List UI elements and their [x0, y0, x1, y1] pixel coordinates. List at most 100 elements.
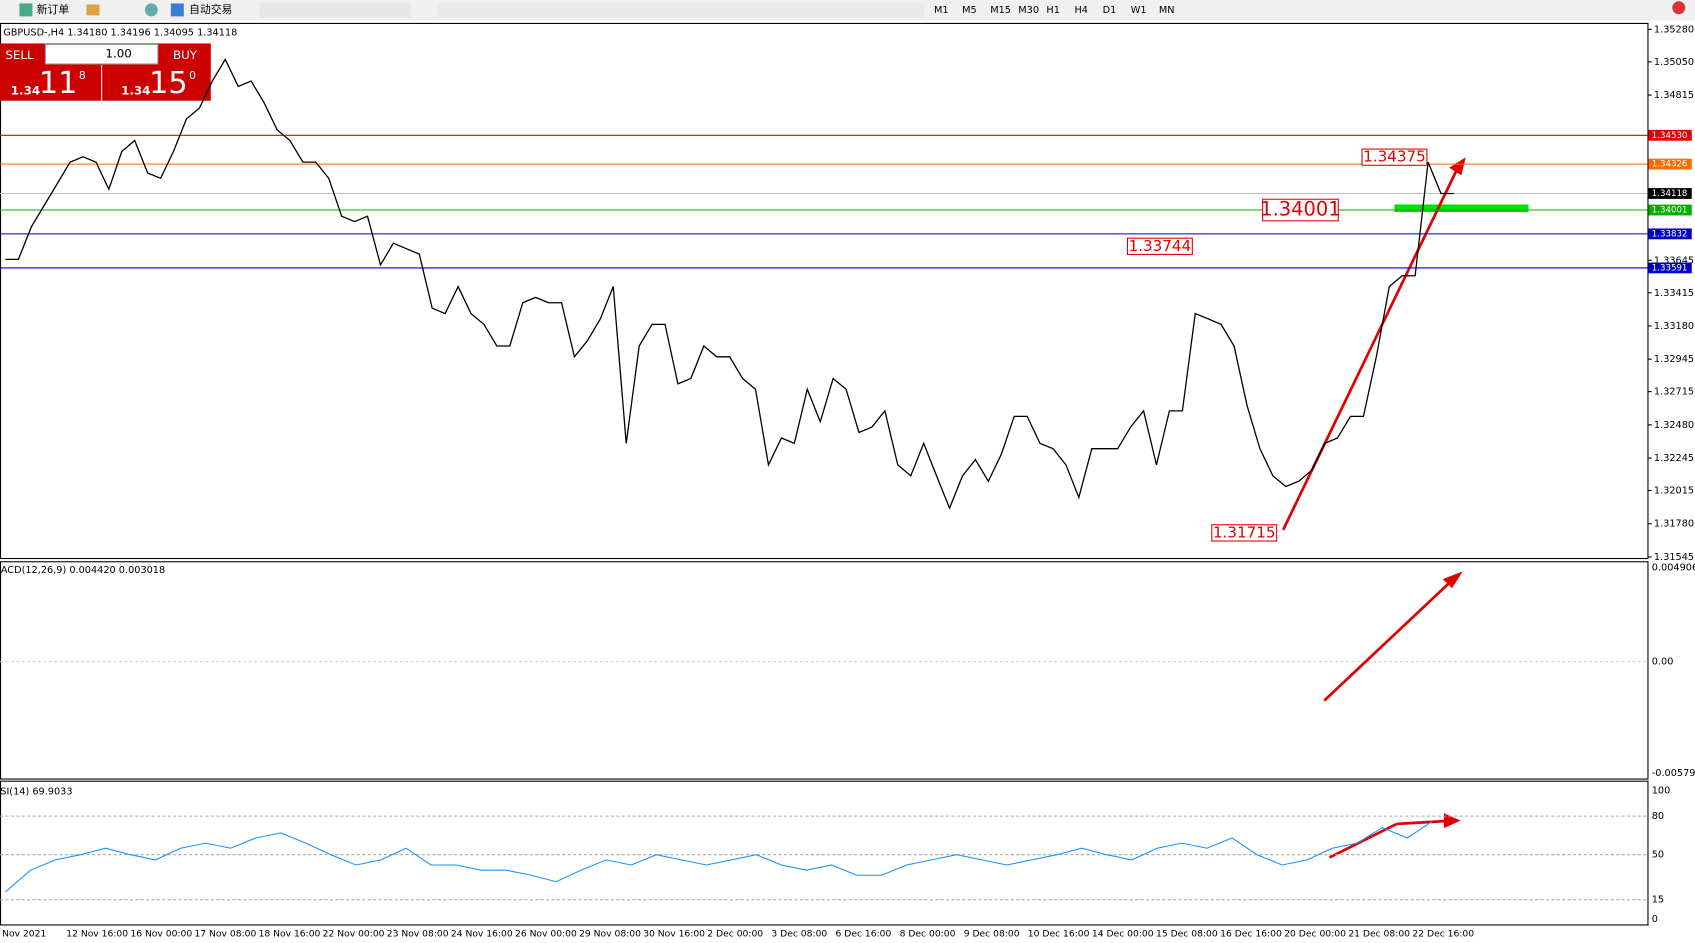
new-order-icon[interactable] — [19, 3, 33, 17]
price-line — [5, 58, 1454, 510]
price-label: 1.35280 — [1654, 24, 1694, 35]
time-label: 29 Nov 08:00 — [579, 929, 641, 940]
chart-tools[interactable] — [259, 3, 411, 18]
timeframe[interactable]: D1 — [1103, 5, 1117, 16]
time-label: 26 Nov 00:00 — [515, 929, 577, 940]
rsi-tick: 80 — [1652, 811, 1664, 822]
time-label: Nov 2021 — [2, 929, 46, 940]
timeframe[interactable]: M1 — [934, 5, 949, 16]
annotation: 1.31715 — [1213, 523, 1276, 541]
level-tag — [1648, 158, 1692, 170]
annotation-box — [1262, 198, 1339, 222]
price-label: 1.32245 — [1654, 453, 1694, 464]
rsi-line — [5, 820, 1433, 893]
lots: 1.00 — [105, 47, 131, 61]
drawing-tools[interactable] — [437, 3, 925, 18]
time-label: 14 Dec 00:00 — [1092, 929, 1154, 940]
price-label: 1.31780 — [1654, 519, 1694, 530]
price-label: 1.33415 — [1654, 288, 1694, 299]
level-tag — [1648, 129, 1692, 141]
time-label: 18 Nov 16:00 — [259, 929, 321, 940]
price-label: 1.34815 — [1654, 90, 1694, 101]
macd-tick: 0.004906 — [1652, 563, 1695, 574]
time-label: 23 Nov 08:00 — [387, 929, 449, 940]
price-label: 1.31545 — [1654, 552, 1694, 563]
level-label: 1.34001 — [1652, 206, 1688, 216]
sell-price[interactable]: 1.34 — [11, 83, 40, 97]
price-label: 1.32715 — [1654, 387, 1694, 398]
time-label: 8 Dec 00:00 — [900, 929, 956, 940]
time-label: 10 Dec 16:00 — [1028, 929, 1090, 940]
timeframe[interactable]: MN — [1159, 5, 1175, 16]
new-order[interactable]: 新订单 — [37, 2, 70, 16]
time-label: 16 Nov 00:00 — [130, 929, 192, 940]
timeframe[interactable]: H4 — [1075, 5, 1089, 16]
time-label: 22 Dec 16:00 — [1412, 929, 1474, 940]
price-label: 1.35050 — [1654, 57, 1694, 68]
price-label: 1.33180 — [1654, 321, 1694, 332]
price-label: 1.33645 — [1654, 255, 1694, 266]
rsi-label: RSI(14) 69.9033 — [0, 786, 73, 797]
time-label: 2 Dec 00:00 — [707, 929, 763, 940]
sell-point[interactable]: 8 — [79, 69, 86, 82]
time-label: 16 Dec 16:00 — [1220, 929, 1282, 940]
macd-label: MACD(12,26,9) 0.004420 0.003018 — [0, 565, 165, 576]
time-label: 3 Dec 08:00 — [771, 929, 827, 940]
time-label: 22 Nov 00:00 — [323, 929, 385, 940]
rsi-frame — [0, 780, 1649, 926]
buy-price[interactable]: 1.34 — [121, 83, 150, 97]
level-label: 1.34118 — [1652, 189, 1688, 199]
zone — [1394, 204, 1529, 213]
level-label: 1.34326 — [1652, 160, 1688, 170]
level-tag — [1648, 188, 1692, 199]
symbol-label: GBPUSD-,H4 1.34180 1.34196 1.34095 1.341… — [3, 28, 237, 39]
macd-tick: 0.00 — [1652, 657, 1674, 668]
level-tag — [1648, 228, 1692, 240]
time-label: 15 Dec 08:00 — [1156, 929, 1218, 940]
timeframe[interactable]: H1 — [1046, 5, 1060, 16]
time-label: 21 Dec 08:00 — [1348, 929, 1410, 940]
timeframe[interactable]: M15 — [990, 5, 1011, 16]
level-label: 1.34530 — [1652, 131, 1688, 141]
time-label: 20 Dec 00:00 — [1284, 929, 1346, 940]
auto-trading[interactable]: 自动交易 — [189, 2, 232, 16]
level-label: 1.33832 — [1652, 229, 1688, 239]
sell-pips[interactable]: 11 — [39, 66, 78, 101]
icon[interactable] — [86, 4, 100, 16]
sell-button[interactable]: SELL — [5, 48, 34, 62]
level-tag — [1648, 204, 1692, 216]
timeframe[interactable]: M30 — [1018, 5, 1039, 16]
price-label: 1.32480 — [1654, 420, 1694, 431]
time-label: 17 Nov 08:00 — [194, 929, 256, 940]
time-label: 30 Nov 16:00 — [643, 929, 705, 940]
annotation-box — [1126, 237, 1193, 255]
annotation-box — [1361, 148, 1428, 166]
buy-pips[interactable]: 15 — [149, 66, 188, 101]
lots-box[interactable] — [44, 43, 159, 65]
time-label: 9 Dec 08:00 — [964, 929, 1020, 940]
annotation: 1.34001 — [1260, 198, 1340, 221]
timeframe[interactable]: M5 — [962, 5, 977, 16]
buy-point[interactable]: 0 — [189, 69, 196, 82]
time-label: 6 Dec 16:00 — [836, 929, 892, 940]
level-tag — [1648, 262, 1692, 274]
auto-trading-icon[interactable] — [170, 3, 184, 17]
price-label: 1.32945 — [1654, 354, 1694, 365]
arrows — [1281, 157, 1466, 859]
rsi-tick: 0 — [1652, 914, 1658, 925]
alert[interactable] — [1672, 1, 1686, 15]
timeframe[interactable]: W1 — [1131, 5, 1147, 16]
time-label: 12 Nov 16:00 — [66, 929, 128, 940]
buy-button[interactable]: BUY — [173, 48, 198, 62]
main-frame — [0, 22, 1649, 560]
annotation: 1.34375 — [1363, 148, 1426, 166]
time-label: 24 Nov 16:00 — [451, 929, 513, 940]
annotation: 1.33744 — [1129, 237, 1192, 255]
level-label: 1.33591 — [1652, 263, 1688, 273]
icon[interactable] — [144, 3, 158, 17]
price-label: 1.32015 — [1654, 486, 1694, 497]
rsi-tick: 100 — [1652, 785, 1671, 796]
